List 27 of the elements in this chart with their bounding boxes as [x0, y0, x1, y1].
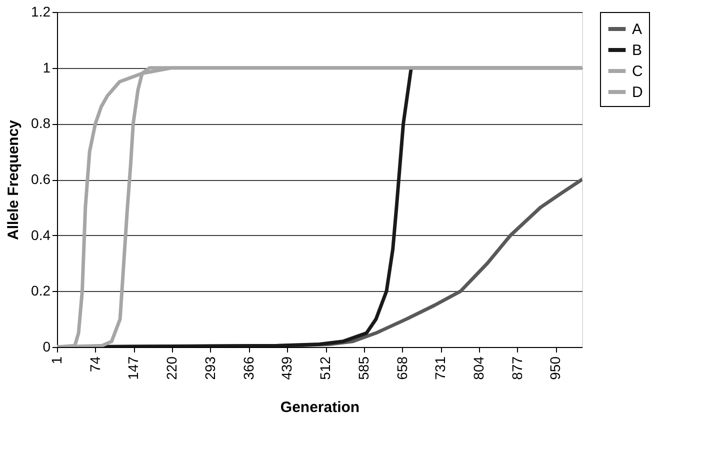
x-axis-title: Generation — [280, 398, 360, 416]
x-tick-label: 731 — [432, 356, 448, 380]
y-tick-label: 0.6 — [31, 171, 51, 187]
x-tick-label: 512 — [317, 356, 334, 380]
y-axis-title: Allele Frequency — [5, 119, 22, 240]
x-tick-label: 950 — [547, 356, 564, 380]
x-tick-label: 658 — [394, 356, 410, 380]
x-tick-label: 1 — [48, 356, 64, 364]
y-tick-label: 0 — [42, 338, 51, 354]
legend-label: C — [632, 63, 643, 80]
x-tick-label: 585 — [355, 356, 372, 380]
x-tick-label: 439 — [278, 356, 295, 380]
x-tick-label: 74 — [86, 356, 103, 372]
x-tick-label: 220 — [164, 356, 180, 380]
x-tick-label: 366 — [240, 356, 256, 380]
legend-label: D — [632, 84, 643, 101]
y-tick-label: 0.4 — [31, 226, 51, 243]
y-tick-label: 1 — [42, 59, 51, 76]
x-tick-label: 293 — [202, 356, 218, 380]
y-tick-label: 0.8 — [31, 115, 51, 132]
x-tick-label: 804 — [470, 356, 486, 380]
y-tick-label: 1.2 — [31, 4, 51, 20]
legend-label: B — [632, 42, 642, 59]
y-tick-label: 0.2 — [31, 282, 51, 299]
legend-label: A — [632, 21, 642, 38]
x-tick-label: 877 — [508, 356, 525, 380]
x-tick-label: 147 — [125, 356, 142, 380]
